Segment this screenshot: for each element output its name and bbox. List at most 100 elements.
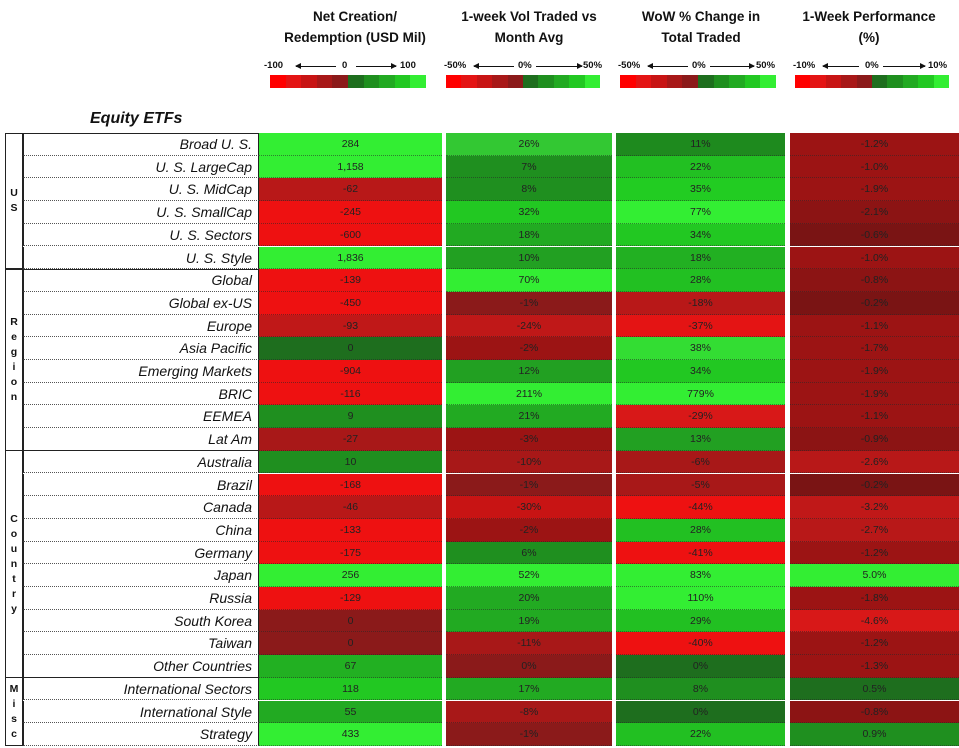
value-cell: 0% [616, 700, 785, 724]
right-arrow-icon [883, 63, 926, 69]
scale-swatch [635, 75, 652, 88]
scale-swatch [523, 75, 539, 88]
scale-swatch [363, 75, 380, 88]
group-letter: u [10, 542, 18, 555]
value-cell: 38% [616, 337, 785, 360]
group-separator [5, 268, 259, 270]
value-cell: -30% [446, 496, 612, 519]
value-cell: 0.5% [790, 677, 959, 701]
scale-swatch [729, 75, 745, 88]
scale-swatch [887, 75, 903, 88]
value-cell: 18% [446, 223, 612, 247]
value-cell: -62 [259, 178, 442, 202]
row-label: Taiwan [23, 632, 259, 656]
value-cell: 28% [616, 269, 785, 292]
col-header-line2: Total Traded [661, 30, 741, 45]
value-cell: -1.0% [790, 246, 959, 270]
value-cell: -0.8% [790, 700, 959, 724]
col-header-line2: (%) [858, 30, 880, 45]
scale-swatch [902, 75, 919, 88]
scale-swatch [825, 75, 842, 88]
value-cell: -46 [259, 496, 442, 519]
value-cell: -2.1% [790, 201, 959, 224]
right-arrow-icon [356, 63, 397, 69]
value-cell: -10% [446, 450, 612, 474]
col-header-performance: 1-Week Performance (%) [784, 6, 954, 48]
scale-swatch [301, 75, 317, 88]
value-cell: -1.2% [790, 541, 959, 565]
value-cell: -1.1% [790, 314, 959, 338]
value-cell: 83% [616, 564, 785, 587]
row-label: Australia [23, 450, 259, 474]
value-cell: 34% [616, 223, 785, 247]
value-cell: -116 [259, 382, 442, 406]
scale-left-label: -50% [444, 60, 467, 71]
value-cell: -0.8% [790, 269, 959, 292]
value-cell: 256 [259, 564, 442, 587]
value-cell: -1% [446, 291, 612, 315]
group-separator [5, 450, 259, 452]
value-cell: -1.9% [790, 382, 959, 406]
value-cell: 1,836 [259, 246, 442, 270]
group-letter: g [10, 345, 18, 358]
scale-swatch [507, 75, 524, 88]
value-cell: -2.7% [790, 518, 959, 542]
col-header-line2: Month Avg [494, 30, 564, 45]
value-cell: 34% [616, 360, 785, 383]
scale-swatch [569, 75, 585, 88]
group-letter: C [10, 512, 18, 525]
col-header-line1: WoW % Change in [641, 9, 761, 24]
scale-swatch [553, 75, 570, 88]
row-label: Emerging Markets [23, 360, 259, 383]
group-letter: n [10, 557, 18, 570]
value-cell: -1.9% [790, 178, 959, 202]
row-label: Global [23, 269, 259, 292]
row-label: Other Countries [23, 655, 259, 678]
row-label: EEMEA [23, 405, 259, 429]
value-cell: 20% [446, 587, 612, 610]
value-cell: -0.2% [790, 291, 959, 315]
value-cell: -0.9% [790, 428, 959, 451]
value-cell: -139 [259, 269, 442, 292]
value-cell: -2% [446, 337, 612, 360]
scale-mid-label: 0% [692, 60, 706, 71]
row-label: South Korea [23, 609, 259, 633]
value-cell: -3.2% [790, 496, 959, 519]
value-cell: -2% [446, 518, 612, 542]
value-cell: -0.2% [790, 473, 959, 497]
value-cell: -37% [616, 314, 785, 338]
left-arrow-icon [295, 63, 336, 69]
scale-mid-label: 0 [342, 60, 348, 71]
value-cell: 21% [446, 405, 612, 429]
row-label: U. S. SmallCap [23, 201, 259, 224]
scale-swatch [810, 75, 826, 88]
scale-swatch [620, 75, 636, 88]
value-cell: 0% [616, 655, 785, 678]
group-letter: e [11, 330, 17, 343]
scale-swatch [394, 75, 411, 88]
value-cell: 7% [446, 155, 612, 179]
group-letter: o [10, 375, 18, 388]
group-letter: R [10, 315, 18, 328]
value-cell: 10 [259, 450, 442, 474]
scale-swatch [760, 75, 776, 88]
group-separator [5, 677, 259, 679]
col-header-line1: 1-Week Performance [802, 9, 936, 24]
value-cell: -44% [616, 496, 785, 519]
value-cell: -1.2% [790, 632, 959, 656]
value-cell: -1.9% [790, 360, 959, 383]
value-cell: -168 [259, 473, 442, 497]
col-header-vol-traded: 1-week Vol Traded vs Month Avg [441, 6, 617, 48]
group-letter: U [10, 187, 18, 200]
right-arrow-icon [710, 63, 755, 69]
value-cell: 0.9% [790, 723, 959, 746]
scale-right-label: 50% [756, 60, 776, 71]
scale-swatch [713, 75, 730, 88]
value-cell: 17% [446, 677, 612, 701]
value-cell: -904 [259, 360, 442, 383]
value-cell: -18% [616, 291, 785, 315]
scale-swatch [682, 75, 698, 88]
scale-swatch [476, 75, 493, 88]
